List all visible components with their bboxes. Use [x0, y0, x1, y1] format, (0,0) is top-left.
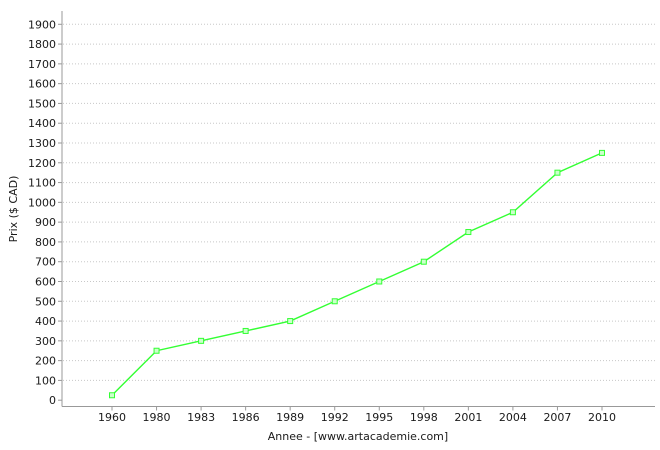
y-tick-label: 0: [49, 394, 56, 407]
y-tick-label: 1300: [28, 137, 56, 150]
y-tick-label: 100: [35, 374, 56, 387]
x-axis-title: Annee - [www.artacademie.com]: [268, 430, 448, 443]
y-tick-label: 1400: [28, 117, 56, 130]
y-tick-label: 1700: [28, 58, 56, 71]
data-point-marker: [420, 258, 427, 265]
x-tick-label: 1998: [410, 411, 438, 424]
y-axis-title: Prix ($ CAD): [7, 176, 20, 243]
x-tick-label: 1986: [232, 411, 260, 424]
data-point-marker: [509, 209, 516, 216]
x-tick-label: 2007: [543, 411, 571, 424]
y-tick-label: 500: [35, 295, 56, 308]
data-point-marker: [465, 229, 472, 236]
x-tick-label: 1995: [365, 411, 393, 424]
data-point-marker: [331, 298, 338, 305]
x-tick-label: 1983: [187, 411, 215, 424]
y-tick-label: 800: [35, 236, 56, 249]
y-tick-label: 300: [35, 335, 56, 348]
data-point-marker: [598, 149, 605, 156]
y-tick-label: 1800: [28, 38, 56, 51]
data-point-marker: [287, 318, 294, 325]
y-tick-label: 400: [35, 315, 56, 328]
x-tick-label: 1989: [276, 411, 304, 424]
x-tick-label: 2001: [454, 411, 482, 424]
y-tick-label: 900: [35, 216, 56, 229]
data-point-marker: [242, 327, 249, 334]
y-tick-label: 1600: [28, 78, 56, 91]
y-tick-label: 1100: [28, 177, 56, 190]
data-point-marker: [153, 347, 160, 354]
x-tick-label: 1992: [321, 411, 349, 424]
x-tick-label: 2004: [499, 411, 527, 424]
y-tick-label: 1000: [28, 196, 56, 209]
y-tick-label: 1900: [28, 18, 56, 31]
y-tick-label: 700: [35, 256, 56, 269]
x-tick-label: 2010: [588, 411, 616, 424]
data-point-marker: [554, 169, 561, 176]
series-line: [111, 152, 603, 396]
y-tick-label: 1200: [28, 157, 56, 170]
data-point-marker: [376, 278, 383, 285]
y-tick-label: 200: [35, 355, 56, 368]
y-tick-label: 600: [35, 275, 56, 288]
data-point-marker: [198, 337, 205, 344]
data-point-marker: [109, 392, 115, 399]
y-tick-label: 1500: [28, 97, 56, 110]
x-tick-label: 1980: [143, 411, 171, 424]
x-tick-label: 1960: [98, 411, 126, 424]
